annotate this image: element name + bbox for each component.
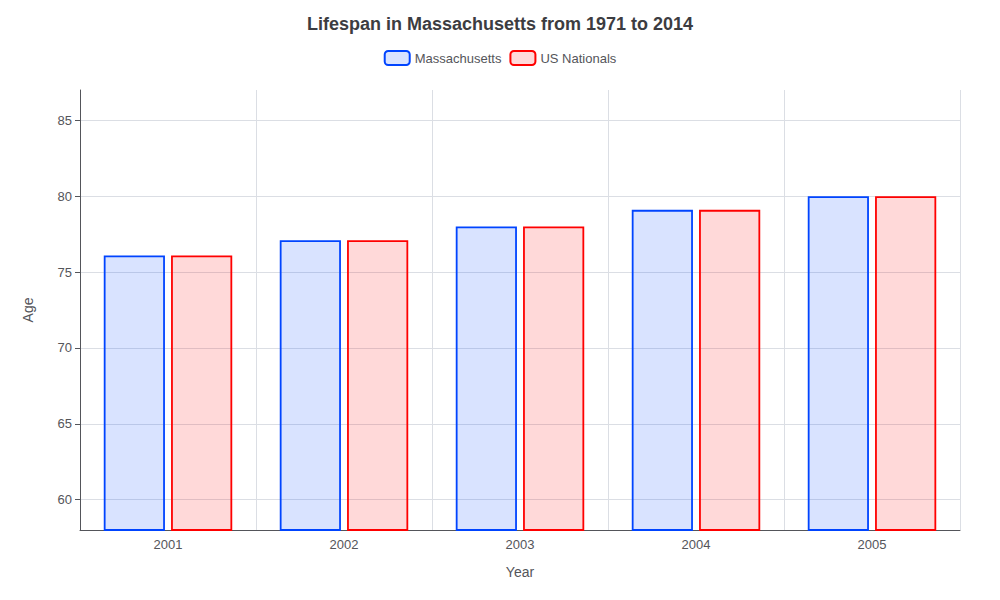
svg-text:Massachusetts: Massachusetts: [415, 51, 502, 66]
svg-text:75: 75: [58, 265, 72, 280]
svg-text:2005: 2005: [858, 537, 887, 552]
svg-text:2001: 2001: [154, 537, 183, 552]
svg-text:Lifespan in Massachusetts from: Lifespan in Massachusetts from 1971 to 2…: [307, 14, 693, 34]
svg-text:80: 80: [58, 189, 72, 204]
svg-text:70: 70: [58, 340, 72, 355]
svg-text:65: 65: [58, 416, 72, 431]
svg-text:US Nationals: US Nationals: [540, 51, 616, 66]
svg-text:85: 85: [58, 113, 72, 128]
svg-text:2003: 2003: [506, 537, 535, 552]
svg-text:2002: 2002: [330, 537, 359, 552]
svg-text:Age: Age: [20, 297, 36, 322]
svg-text:Year: Year: [506, 564, 535, 580]
svg-text:2004: 2004: [682, 537, 711, 552]
svg-text:60: 60: [58, 492, 72, 507]
